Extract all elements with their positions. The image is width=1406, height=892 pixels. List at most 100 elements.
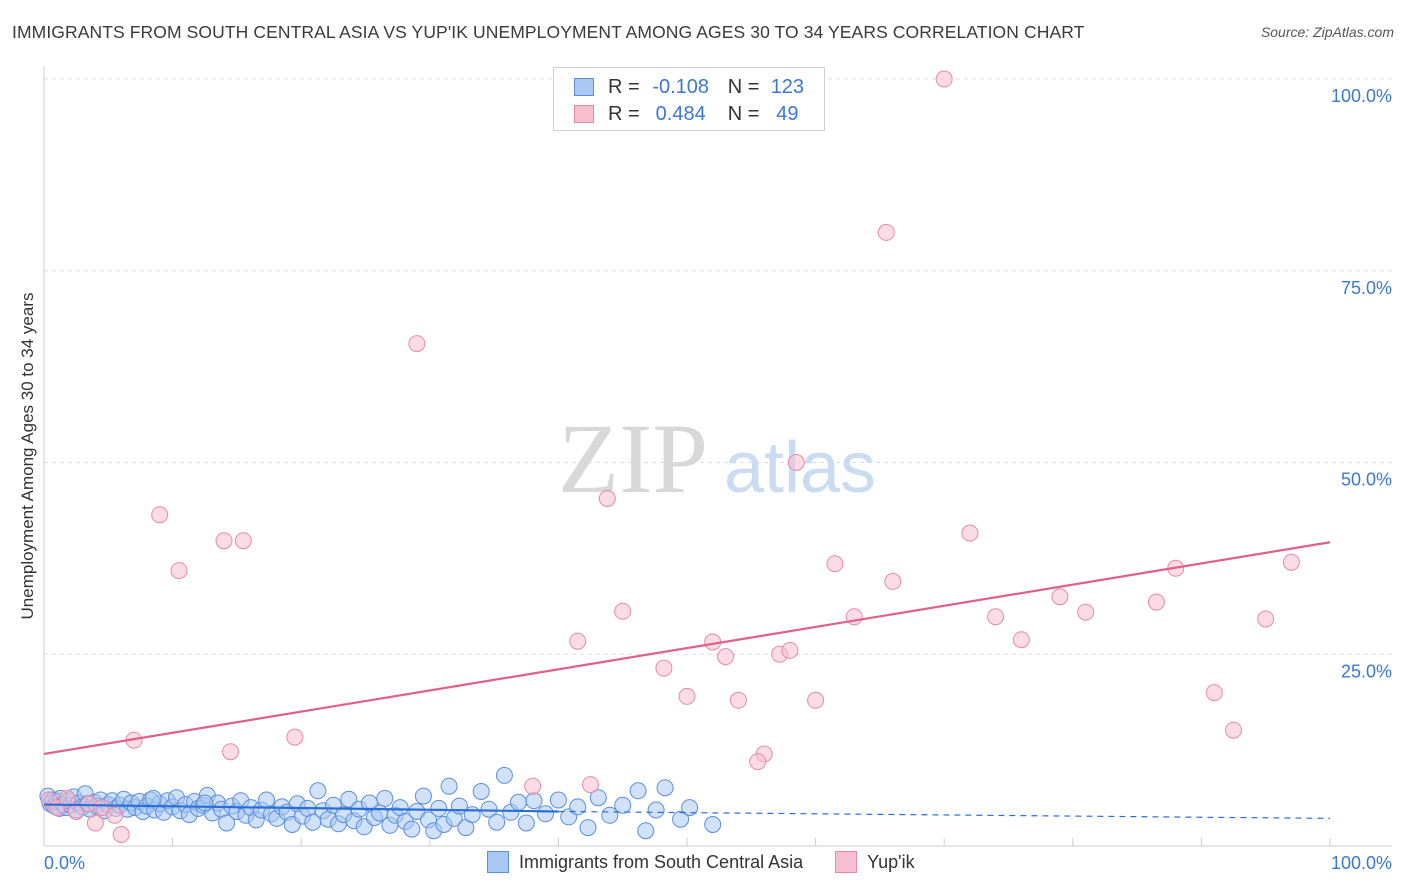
- data-point: [93, 799, 111, 817]
- data-point: [112, 826, 130, 843]
- source-credit: Source: ZipAtlas.com: [1260, 24, 1394, 40]
- trend-lines: [43, 541, 1331, 819]
- watermark-zip: ZIP: [558, 403, 708, 514]
- data-point: [749, 753, 767, 771]
- legend-row-yupik: R = 0.484 N = 49: [574, 101, 815, 127]
- legend-label-immigrants: Immigrants from South Central Asia: [519, 851, 804, 872]
- data-point: [234, 532, 252, 550]
- data-point: [807, 691, 825, 709]
- grid-lines: [44, 78, 1392, 655]
- chart-title: IMMIGRANTS FROM SOUTH CENTRAL ASIA VS YU…: [12, 22, 1085, 42]
- data-point: [1225, 721, 1242, 739]
- data-point: [614, 602, 632, 620]
- data-point: [614, 796, 632, 814]
- data-point: [589, 789, 607, 807]
- data-point: [681, 799, 699, 817]
- data-point: [826, 555, 844, 573]
- data-point: [517, 814, 535, 832]
- series-immigrants-points: [39, 766, 722, 840]
- legend-swatch-yupik: [835, 851, 858, 873]
- data-point: [717, 648, 735, 666]
- data-point: [598, 490, 616, 507]
- series-yupik-points: [40, 70, 1300, 843]
- legend-n-label: N =: [727, 75, 760, 98]
- data-point: [579, 819, 597, 837]
- data-point: [1051, 588, 1069, 606]
- data-point: [480, 800, 498, 818]
- data-point: [704, 816, 722, 833]
- data-point: [218, 814, 236, 832]
- data-point: [495, 766, 513, 784]
- data-point: [430, 799, 448, 817]
- trend-line: [43, 541, 1331, 756]
- data-point: [569, 798, 587, 816]
- legend-swatch-blue: [574, 78, 594, 96]
- y-tick-label: 75.0%: [1341, 278, 1392, 298]
- data-point: [488, 813, 506, 831]
- legend-r-value: 0.484: [655, 102, 706, 125]
- data-point: [340, 790, 358, 808]
- data-point: [472, 783, 490, 800]
- data-point: [309, 782, 327, 800]
- tick-labels: 25.0% 50.0% 75.0% 100.0% 0.0% 100.0%: [44, 86, 1392, 873]
- legend-n-value: 123: [770, 75, 805, 98]
- data-point: [144, 789, 162, 807]
- y-tick-label: 50.0%: [1341, 470, 1392, 490]
- axes: [43, 66, 1392, 847]
- data-point: [376, 789, 394, 807]
- data-point: [151, 506, 169, 524]
- y-tick-label: 25.0%: [1341, 661, 1392, 681]
- data-point: [537, 805, 554, 823]
- data-point: [170, 562, 188, 580]
- data-point: [1012, 631, 1030, 649]
- data-point: [549, 791, 567, 809]
- legend-label-yupik: Yup'ik: [867, 851, 915, 872]
- data-point: [414, 787, 432, 805]
- data-point: [678, 687, 696, 705]
- data-point: [656, 779, 674, 797]
- data-point: [582, 776, 599, 794]
- legend-row-immigrants: R = -0.108 N = 123: [574, 74, 815, 100]
- data-point: [440, 777, 458, 795]
- data-point: [647, 801, 665, 819]
- data-point: [884, 572, 902, 590]
- data-point: [58, 789, 76, 807]
- legend-r-value: -0.108: [652, 75, 710, 98]
- data-point: [987, 608, 1005, 626]
- data-point: [961, 524, 979, 542]
- correlation-legend: R = -0.108 N = 123 R = 0.484 N = 49: [553, 67, 825, 131]
- data-point: [67, 803, 85, 820]
- data-point: [1257, 610, 1275, 628]
- trend-line-extension: [558, 810, 1331, 819]
- trend-line: [43, 803, 559, 813]
- data-point: [525, 792, 543, 810]
- legend-n-value: 49: [776, 102, 799, 125]
- legend-n-label: N =: [727, 102, 760, 125]
- data-point: [1147, 593, 1165, 611]
- x-tick-label: 100.0%: [1331, 853, 1392, 873]
- data-point: [1282, 553, 1300, 571]
- series-legend: Immigrants from South Central Asia Yup'i…: [487, 851, 915, 873]
- data-point: [655, 659, 673, 677]
- data-point: [877, 223, 895, 241]
- data-point: [408, 803, 426, 820]
- x-tick-label: 0.0%: [44, 853, 85, 873]
- legend-swatch-immigrants: [487, 851, 509, 873]
- data-point: [637, 822, 655, 840]
- data-point: [729, 691, 747, 709]
- legend-r-label: R =: [608, 102, 640, 125]
- data-point: [524, 777, 542, 795]
- data-point: [1205, 684, 1223, 702]
- data-point: [215, 532, 233, 550]
- data-point: [672, 810, 690, 828]
- data-point: [222, 743, 239, 761]
- data-point: [781, 641, 799, 659]
- data-point: [403, 820, 421, 838]
- data-point: [510, 793, 527, 811]
- data-point: [1077, 603, 1095, 621]
- data-point: [106, 806, 124, 824]
- data-point: [787, 454, 805, 471]
- data-point: [286, 728, 304, 746]
- data-point: [569, 632, 587, 650]
- y-tick-label: 100.0%: [1331, 86, 1392, 106]
